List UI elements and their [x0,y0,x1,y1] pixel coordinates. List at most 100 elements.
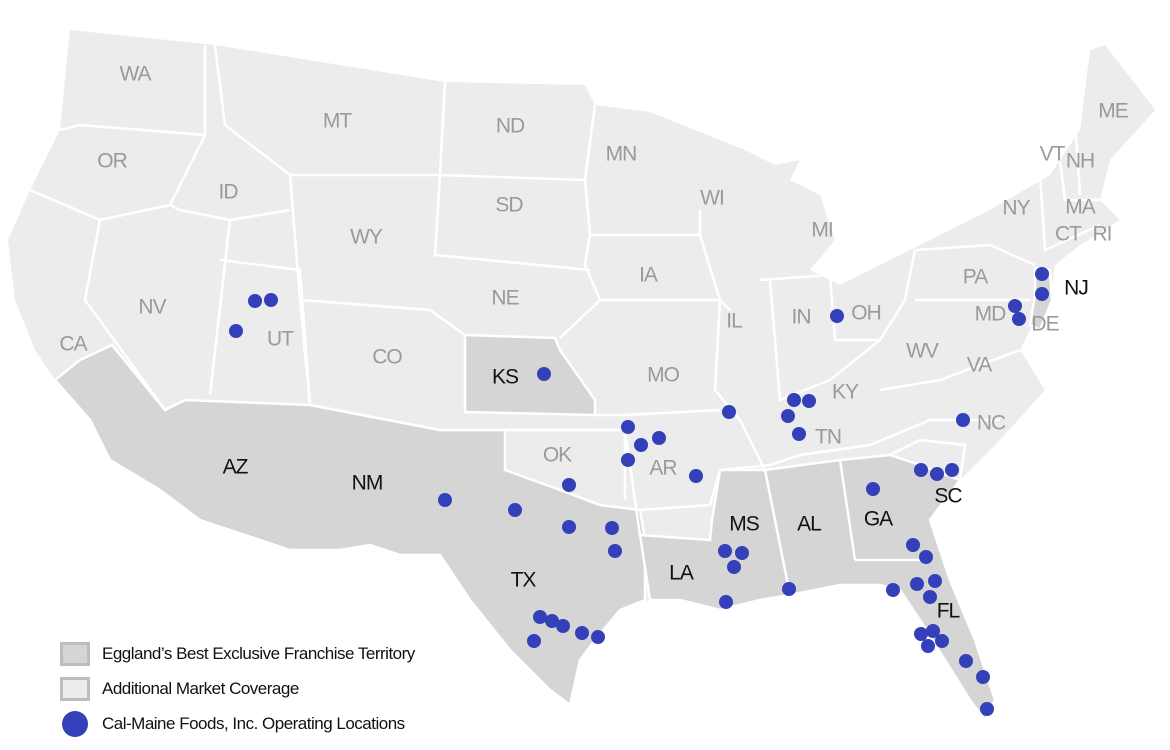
operating-location-dot [1012,312,1026,326]
legend-label: Cal-Maine Foods, Inc. Operating Location… [102,713,405,733]
operating-location-dot [1035,267,1049,281]
operating-location-dot [910,577,924,591]
state-label-il: IL [726,310,742,333]
operating-location-dot [928,574,942,588]
state-label-al: AL [797,513,821,536]
operating-location-dot [921,639,935,653]
operating-location-dot [608,544,622,558]
state-label-ky: KY [832,381,859,404]
operating-location-dot [914,627,928,641]
state-label-nv: NV [138,296,166,319]
legend-item-territory: Eggland’s Best Exclusive Franchise Terri… [60,636,415,671]
operating-location-dot [735,546,749,560]
state-label-wi: WI [700,187,724,210]
location-dot-icon [62,710,88,737]
state-label-ok: OK [543,444,572,467]
state-label-sc: SC [934,485,962,508]
operating-location-dot [621,420,635,434]
state-label-mt: MT [323,110,352,133]
operating-location-dot [959,654,973,668]
state-label-ri: RI [1093,223,1112,246]
operating-location-dot [886,583,900,597]
state-label-ms: MS [729,513,759,536]
state-label-ia: IA [639,264,658,287]
coverage-swatch [60,676,90,701]
legend: Eggland’s Best Exclusive Franchise Terri… [60,636,415,741]
state-label-nc: NC [977,412,1006,435]
operating-location-dot [537,367,551,381]
operating-location-dot [781,409,795,423]
state-label-vt: VT [1040,143,1066,166]
operating-location-dot [719,595,733,609]
operating-location-dot [802,394,816,408]
state-label-nm: NM [352,472,383,495]
operating-location-dot [562,478,576,492]
state-label-sd: SD [495,194,523,217]
operating-location-dot [935,634,949,648]
operating-location-dot [1035,287,1049,301]
state-label-id: ID [219,181,239,204]
operating-location-dot [634,438,648,452]
state-label-wy: WY [350,226,383,249]
territory-kansas [463,333,597,417]
legend-item-locations: Cal-Maine Foods, Inc. Operating Location… [60,706,415,741]
operating-location-dot [914,463,928,477]
state-label-md: MD [975,303,1006,326]
operating-location-dot [527,634,541,648]
state-label-ar: AR [649,457,677,480]
state-label-tn: TN [815,426,841,449]
state-label-ut: UT [267,328,294,351]
state-label-ca: CA [59,333,87,356]
operating-location-dot [980,702,994,716]
state-label-pa: PA [963,266,988,289]
operating-location-dot [926,624,940,638]
state-label-wa: WA [119,63,151,86]
state-label-nd: ND [496,115,525,138]
operating-location-dot [830,309,844,323]
operating-location-dot [919,550,933,564]
operating-location-dot [923,590,937,604]
operating-location-dot [1008,299,1022,313]
state-label-de: DE [1031,313,1059,336]
state-label-mo: MO [647,364,679,387]
state-label-in: IN [792,306,811,329]
state-label-mi: MI [811,219,832,242]
state-label-ne: NE [491,287,519,310]
operating-location-dot [229,324,243,338]
state-label-va: VA [967,354,992,377]
operating-location-dot [652,431,666,445]
state-label-ks: KS [492,366,519,389]
operating-location-dot [575,626,589,640]
operating-location-dot [533,610,547,624]
operating-location-dot [248,294,262,308]
state-label-or: OR [97,150,127,173]
state-label-wv: WV [906,340,939,363]
operating-location-dot [792,427,806,441]
state-label-oh: OH [851,302,881,325]
state-label-nj: NJ [1064,277,1088,300]
state-label-az: AZ [223,456,249,479]
state-label-co: CO [372,346,402,369]
operating-location-dot [556,619,570,633]
operating-location-dot [605,521,619,535]
operating-location-dot [787,393,801,407]
operating-location-dot [621,453,635,467]
operating-location-dot [545,614,559,628]
operating-location-dot [264,293,278,307]
operating-location-dot [782,582,796,596]
operating-location-dot [718,544,732,558]
operating-location-dot [866,482,880,496]
operating-location-dot [591,630,605,644]
operating-location-dot [689,469,703,483]
legend-item-coverage: Additional Market Coverage [60,671,415,706]
operating-location-dot [438,493,452,507]
state-label-mn: MN [606,143,637,166]
operating-location-dot [508,503,522,517]
state-label-ct: CT [1055,223,1082,246]
state-borders [29,44,1101,596]
legend-label: Eggland’s Best Exclusive Franchise Terri… [102,643,415,663]
operating-location-dot [722,405,736,419]
state-label-ny: NY [1002,197,1030,220]
operating-location-dot [727,560,741,574]
